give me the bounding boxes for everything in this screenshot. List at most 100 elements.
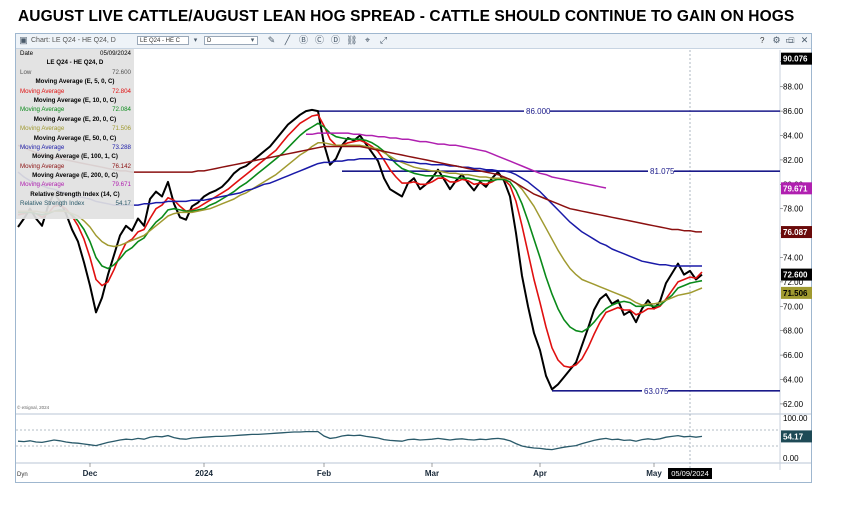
legend-value: 79.671 <box>112 181 131 189</box>
legend-heading: Relative Strength Index (14, C) <box>16 190 134 199</box>
legend-heading: Moving Average (E, 5, 0, C) <box>16 77 134 86</box>
help-button[interactable]: ? <box>760 36 765 45</box>
symbol-input[interactable]: LE Q24 - HE C <box>137 36 189 45</box>
price-tag <box>781 268 812 281</box>
legend-entry: Date 05/09/2024 <box>16 49 134 58</box>
legend-value: 73.288 <box>112 143 131 151</box>
legend-label: Relative Strength Index <box>20 200 85 208</box>
interval-dropdown-icon[interactable]: ▾ <box>250 37 255 44</box>
close-icon[interactable]: ✕ <box>800 35 809 45</box>
level-label-bg <box>648 166 674 176</box>
level-label: 86.000 <box>526 107 551 116</box>
legend-label: Date <box>20 50 34 57</box>
legend-heading: Moving Average (E, 10, 0, C) <box>16 96 134 105</box>
y-tick-label: 74.00 <box>783 254 804 263</box>
legend-heading: Moving Average (E, 50, 0, C) <box>16 134 134 143</box>
legend-entry: Moving Average 71.506 <box>16 124 134 133</box>
legend-heading-text: Moving Average (E, 100, 1, C) <box>32 153 118 161</box>
legend-label: Moving Average <box>20 181 65 189</box>
legend-heading-text: Relative Strength Index (14, C) <box>30 190 120 198</box>
rsi-value-label: 54.17 <box>783 432 804 441</box>
legend-heading-text: Moving Average (E, 5, 0, C) <box>35 78 115 86</box>
rsi-line <box>17 430 703 451</box>
series-line-3 <box>18 142 703 306</box>
legend-heading-text: Moving Average (E, 50, 0, C) <box>33 134 117 142</box>
series-line-6 <box>306 132 607 189</box>
x-tick-label: Feb <box>317 469 331 478</box>
y-tick-label: 86.00 <box>783 107 804 116</box>
price-tag-label: 79.671 <box>783 184 808 193</box>
legend-value: 72.804 <box>112 87 131 95</box>
rsi-value-tag <box>781 430 812 443</box>
level-label: 63.075 <box>644 387 669 396</box>
legend-value: 54.17 <box>115 200 131 208</box>
legend-entry: Moving Average 72.804 <box>16 87 134 96</box>
link-icon[interactable]: ⛓ <box>346 35 358 45</box>
chart-legend: Date 05/09/2024 LE Q24 - HE Q24, D Low 72.60… <box>16 49 134 219</box>
legend-entry: Moving Average 72.084 <box>16 105 134 114</box>
legend-heading-text: Moving Average (E, 20, 0, C) <box>33 115 117 123</box>
legend-entry: Relative Strength Index 54.17 <box>16 199 134 208</box>
legend-value: 72.600 <box>112 68 131 76</box>
price-tag <box>781 286 812 299</box>
chart-window <box>15 33 812 483</box>
b-icon[interactable]: Ⓑ <box>298 35 308 45</box>
y-tick-label: 68.00 <box>783 327 804 336</box>
pencil-icon[interactable]: ✎ <box>267 35 276 45</box>
legend-label: Moving Average <box>20 143 65 151</box>
expand-icon[interactable]: ⤢ <box>379 35 388 45</box>
series-line-2 <box>18 122 703 333</box>
legend-entry: Low 72.600 <box>16 68 134 77</box>
maximize-icon[interactable]: □ <box>788 35 795 45</box>
legend-heading: Moving Average (E, 20, 0, C) <box>16 115 134 124</box>
level-label: 81.075 <box>650 167 675 176</box>
restore-icon[interactable]: ▭ <box>785 35 794 45</box>
c-icon[interactable]: Ⓒ <box>314 35 324 45</box>
x-tick-label: Dec <box>83 469 98 478</box>
tag-icon[interactable]: ⌖ <box>364 35 371 45</box>
price-tag-label: 76.087 <box>783 228 808 237</box>
interval-select[interactable]: D <box>204 36 258 45</box>
y-tick-label: 88.00 <box>783 83 804 92</box>
legend-heading-text: Moving Average (E, 200, 0, C) <box>32 172 118 180</box>
level-label-bg <box>642 385 668 395</box>
legend-label: Moving Average <box>20 125 65 133</box>
settings-icon[interactable]: ⚙ <box>772 35 781 45</box>
y-tick-label: 62.00 <box>783 400 804 409</box>
legend-label: Moving Average <box>20 106 65 114</box>
legend-label: Low <box>20 68 32 76</box>
price-tag <box>781 182 812 195</box>
x-tick-label: May <box>646 469 662 478</box>
y-tick-label: 70.00 <box>783 302 804 311</box>
level-label-bg <box>524 106 550 116</box>
legend-heading: LE Q24 - HE Q24, D <box>16 58 134 67</box>
price-tag <box>781 226 812 239</box>
legend-entry: Moving Average 73.288 <box>16 143 134 152</box>
legend-heading-text: Moving Average (E, 10, 0, C) <box>33 96 117 104</box>
legend-value: 71.506 <box>112 125 131 133</box>
legend-entry: Moving Average 79.671 <box>16 180 134 189</box>
price-tag-label: 72.600 <box>783 271 808 280</box>
x-tick-label: Apr <box>533 469 547 478</box>
legend-value: 72.084 <box>112 106 131 114</box>
price-tag <box>781 52 812 65</box>
y-tick-label: 82.00 <box>783 156 804 165</box>
legend-heading-text: LE Q24 - HE Q24, D <box>46 59 104 67</box>
x-tick-label: 2024 <box>195 469 213 478</box>
rsi-tick-label: 0.00 <box>783 454 799 463</box>
legend-label: Moving Average <box>20 87 65 95</box>
rsi-tick-label: 100.00 <box>783 414 808 423</box>
legend-heading: Moving Average (E, 200, 0, C) <box>16 171 134 180</box>
series-line-1 <box>17 114 703 369</box>
chart-headline: AUGUST LIVE CATTLE/AUGUST LEAN HOG SPREA… <box>18 8 795 25</box>
dyn-label: Dyn <box>17 472 28 478</box>
y-tick-label: 66.00 <box>783 351 804 360</box>
watermark: © eSignal, 2024 <box>17 404 50 410</box>
chart-menu-icon[interactable]: ▣ <box>19 35 28 45</box>
price-tag-label: 90.076 <box>783 55 808 64</box>
line-icon[interactable]: ╱ <box>284 35 291 45</box>
d-icon[interactable]: Ⓓ <box>330 35 340 45</box>
symbol-dropdown-icon[interactable]: ▾ <box>193 37 198 44</box>
cursor-date-tag <box>668 468 712 479</box>
y-tick-label: 84.00 <box>783 132 804 141</box>
